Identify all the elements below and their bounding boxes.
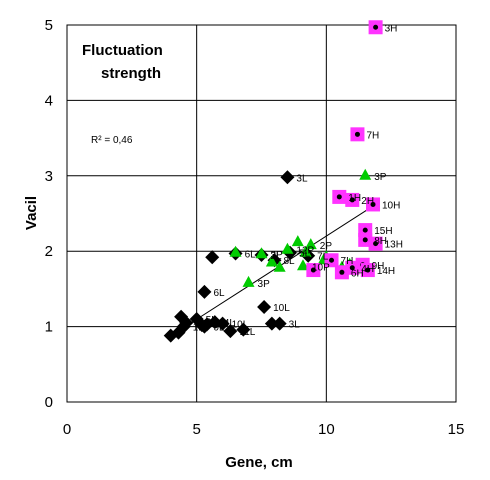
diamond-point: [280, 170, 295, 185]
point-label: 5L: [206, 315, 218, 326]
point-label: 11L: [239, 327, 255, 338]
point-label: 10P: [312, 262, 330, 273]
point-label: 3L: [296, 173, 308, 184]
square-point-dot: [362, 227, 368, 233]
plot-frame: [66, 24, 457, 403]
y-tick-labels: 0 1 2 3 4 5: [45, 17, 53, 411]
y-axis-title: Vacil: [23, 196, 40, 230]
point-label: 3P: [374, 172, 387, 183]
triangle-point: [229, 245, 242, 257]
series-L: [163, 170, 316, 343]
point-label: 2L: [271, 251, 283, 262]
diamond-point: [272, 316, 287, 331]
point-label: 3L: [289, 320, 301, 331]
point-label: 1H: [348, 193, 361, 204]
point-label: 1L: [193, 323, 205, 334]
triangle-point: [265, 255, 278, 267]
square-point-dot: [362, 237, 368, 243]
point-label: 6L: [245, 249, 257, 260]
square-point-dot: [349, 197, 355, 203]
point-label: 2P: [320, 241, 333, 252]
square-point-dot: [310, 267, 316, 273]
square-point-dot: [339, 269, 345, 275]
triangle-point: [299, 245, 312, 257]
diamond-point: [257, 299, 272, 314]
x-tick-label: 5: [192, 421, 200, 438]
point-label: 2H: [361, 196, 374, 207]
point-label: 6H: [351, 268, 364, 279]
square-point-dot: [365, 267, 371, 273]
point-label: 10H: [382, 200, 400, 211]
point-label: 4L: [224, 318, 236, 329]
r-squared-annotation: R² = 0,46: [91, 135, 133, 146]
square-point-dot: [373, 24, 379, 30]
point-label: 3P: [258, 279, 271, 290]
point-label: 8L: [283, 256, 295, 267]
square-point-dot: [336, 194, 342, 200]
series-H: [306, 20, 383, 280]
y-tick-label: 5: [45, 17, 53, 34]
y-tick-label: 1: [45, 319, 53, 336]
diamond-point: [215, 316, 230, 331]
y-tick-label: 3: [45, 168, 53, 185]
x-tick-label: 15: [448, 421, 465, 438]
chart-title-line-1: Fluctuation: [82, 42, 163, 59]
point-label: 8H: [374, 236, 387, 247]
point-label: 14H: [377, 266, 395, 277]
grid: [67, 25, 456, 402]
point-label: 12P: [296, 246, 314, 257]
square-point-dot: [329, 257, 335, 263]
point-label: 3H: [385, 23, 398, 34]
square-point-dot: [373, 241, 379, 247]
x-tick-label: 0: [63, 421, 71, 438]
point-label: 7L: [317, 252, 329, 263]
x-tick-label: 10: [318, 421, 335, 438]
point-label: 7H: [366, 130, 379, 141]
point-label: 15H: [374, 226, 392, 237]
point-label: 5L: [299, 249, 311, 260]
point-label: 10L: [273, 303, 290, 314]
diamond-point: [205, 250, 220, 265]
point-label: 9L: [213, 323, 225, 334]
x-tick-labels: 0 5 10 15: [63, 421, 465, 438]
triangle-point: [273, 260, 286, 272]
y-tick-label: 4: [45, 92, 53, 109]
triangle-point: [296, 259, 309, 271]
point-label: 7H: [341, 256, 354, 267]
diamond-point: [179, 315, 194, 330]
point-label: 13H: [385, 240, 403, 251]
triangle-point: [291, 235, 304, 247]
diamond-point: [197, 284, 212, 299]
diamond-point: [223, 324, 238, 339]
triangle-point: [359, 168, 372, 180]
square-point-dot: [354, 131, 360, 137]
y-tick-label: 2: [45, 243, 53, 260]
chart-title-line-2: strength: [101, 65, 161, 82]
point-label: 3P: [271, 250, 284, 261]
diamond-point: [236, 322, 251, 337]
point-label: 9H: [372, 261, 385, 272]
triangle-point: [242, 275, 255, 287]
point-label: 10L: [232, 320, 249, 331]
square-point-dot: [370, 201, 376, 207]
triangle-point: [304, 238, 317, 250]
x-axis-title: Gene, cm: [225, 454, 293, 471]
square-point-dot: [349, 265, 355, 271]
point-label: 4H: [361, 264, 374, 275]
y-tick-label: 0: [45, 394, 53, 411]
diamond-point: [264, 316, 279, 331]
triangle-point: [255, 247, 268, 259]
triangle-point: [281, 242, 294, 254]
point-label: 6L: [213, 288, 225, 299]
